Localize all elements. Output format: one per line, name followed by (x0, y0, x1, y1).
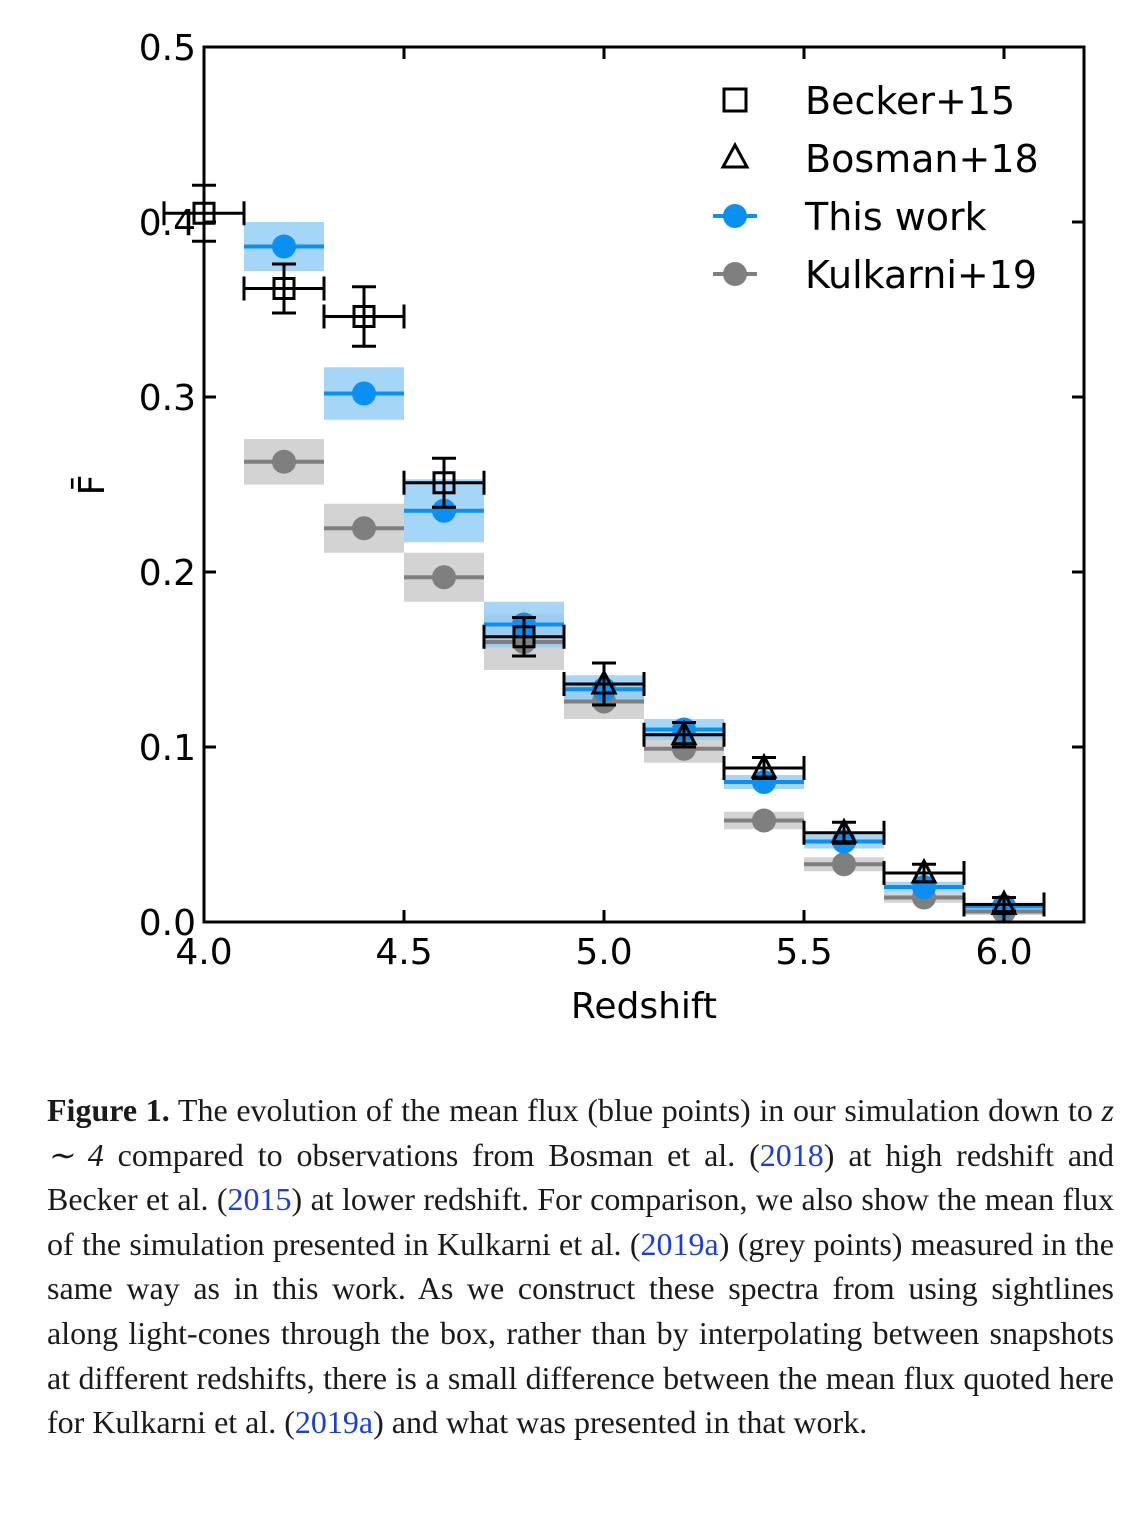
citation-link-kulkarni[interactable]: 2019a (640, 1225, 719, 1262)
caption-label: Figure 1. (47, 1092, 170, 1128)
caption-text-2: compared to observations from Bosman et … (103, 1136, 760, 1173)
legend-marker-square (722, 87, 748, 113)
x-tick-label-0: 4.0 (175, 932, 232, 973)
model-point-2-0 (272, 234, 296, 259)
y-tick-label-0: 0.0 (139, 903, 196, 944)
caption-text-1: The evolution of the mean flux (blue poi… (169, 1092, 1102, 1128)
model-point-3-1 (352, 516, 376, 541)
x-tick-label-3: 5.5 (775, 932, 832, 973)
citation-link-kulkarni-2[interactable]: 2019a (294, 1404, 374, 1441)
marker-triangle-3 (830, 817, 858, 844)
model-point-3-2 (432, 565, 456, 590)
x-tick-label-4: 6.0 (975, 932, 1032, 973)
legend: Becker+15 Bosman+18 This work Kulkarni+19 (713, 79, 1039, 297)
caption-text-3: ) at high redshift and Becker et al. ( (47, 1136, 1115, 1218)
chart-svg: 4.0 4.5 5.0 5.5 6.0 0.0 0.1 0.2 0.3 0.4 0.5 Redshi… (70, 28, 1086, 1027)
legend-label-1: Bosman+18 (805, 137, 1039, 181)
y-tick-label-5: 0.5 (139, 28, 196, 69)
y-tick-label-2: 0.2 (139, 553, 196, 594)
figure-plot: 4.0 4.5 5.0 5.5 6.0 0.0 0.1 0.2 0.3 0.4 0.5 Redshi… (70, 28, 1086, 1027)
marker-square-1 (272, 277, 296, 300)
y-tick-label-3: 0.3 (139, 378, 196, 419)
model-points (244, 234, 1044, 924)
marker-triangle-2 (750, 752, 778, 779)
x-tick-label-1: 4.5 (375, 932, 432, 973)
marker-triangle-4 (910, 857, 938, 884)
figure-caption: Figure 1. The evolution of the mean flux… (47, 1088, 1114, 1445)
caption-text-4: ) at lower redshift. For comparison, we … (47, 1181, 1115, 1262)
marker-triangle-0 (590, 668, 618, 695)
marker-triangle-1 (670, 719, 698, 746)
y-tick-label-1: 0.1 (139, 728, 196, 769)
plot-frame (202, 45, 1086, 924)
legend-marker-triangle (720, 141, 750, 169)
y-axis-label: F̄ (70, 475, 113, 496)
y-tick-label-4: 0.4 (139, 203, 196, 244)
axis-ticks: 4.0 4.5 5.0 5.5 6.0 0.0 0.1 0.2 0.3 0.4 0.5 (139, 28, 1084, 973)
legend-marker-circle-3 (723, 262, 747, 286)
citation-link-bosman[interactable]: 2018 (759, 1136, 824, 1173)
x-axis-label: Redshift (571, 986, 717, 1027)
citation-link-becker[interactable]: 2015 (227, 1181, 292, 1218)
marker-square-4 (512, 625, 536, 649)
marker-square-3 (432, 471, 456, 495)
model-point-3-6 (752, 808, 776, 833)
model-point-3-7 (832, 852, 856, 877)
model-point-2-2 (432, 498, 456, 523)
legend-marker-circle-2 (723, 204, 747, 228)
marker-square-2 (352, 305, 376, 328)
caption-math: z ∼ 4 (47, 1092, 1114, 1173)
x-tick-label-2: 5.0 (575, 932, 632, 973)
legend-label-3: Kulkarni+19 (805, 253, 1037, 297)
model-point-2-1 (352, 381, 376, 406)
caption-text-5: ) (grey points) measured in the same way… (47, 1225, 1115, 1441)
caption-text-6: ) and what was presented in that work. (373, 1404, 868, 1441)
legend-label-0: Becker+15 (805, 79, 1015, 123)
legend-label-2: This work (804, 195, 987, 239)
model-point-3-0 (272, 449, 296, 474)
